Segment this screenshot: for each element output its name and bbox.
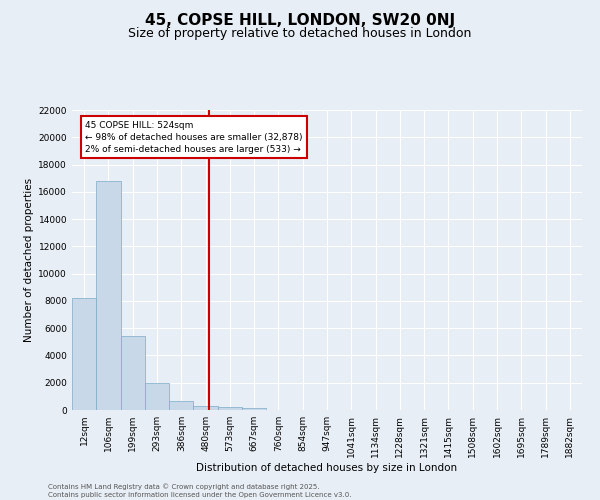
Bar xyxy=(218,408,242,410)
Bar xyxy=(96,181,121,410)
Text: 45, COPSE HILL, LONDON, SW20 0NJ: 45, COPSE HILL, LONDON, SW20 0NJ xyxy=(145,12,455,28)
Text: Contains HM Land Registry data © Crown copyright and database right 2025.
Contai: Contains HM Land Registry data © Crown c… xyxy=(48,484,352,498)
Text: Size of property relative to detached houses in London: Size of property relative to detached ho… xyxy=(128,28,472,40)
Bar xyxy=(121,336,145,410)
Y-axis label: Number of detached properties: Number of detached properties xyxy=(24,178,34,342)
X-axis label: Distribution of detached houses by size in London: Distribution of detached houses by size … xyxy=(196,462,458,472)
Bar xyxy=(193,406,218,410)
Text: 45 COPSE HILL: 524sqm
← 98% of detached houses are smaller (32,878)
2% of semi-d: 45 COPSE HILL: 524sqm ← 98% of detached … xyxy=(85,121,303,154)
Bar xyxy=(72,298,96,410)
Bar xyxy=(242,408,266,410)
Bar xyxy=(169,401,193,410)
Bar xyxy=(145,384,169,410)
